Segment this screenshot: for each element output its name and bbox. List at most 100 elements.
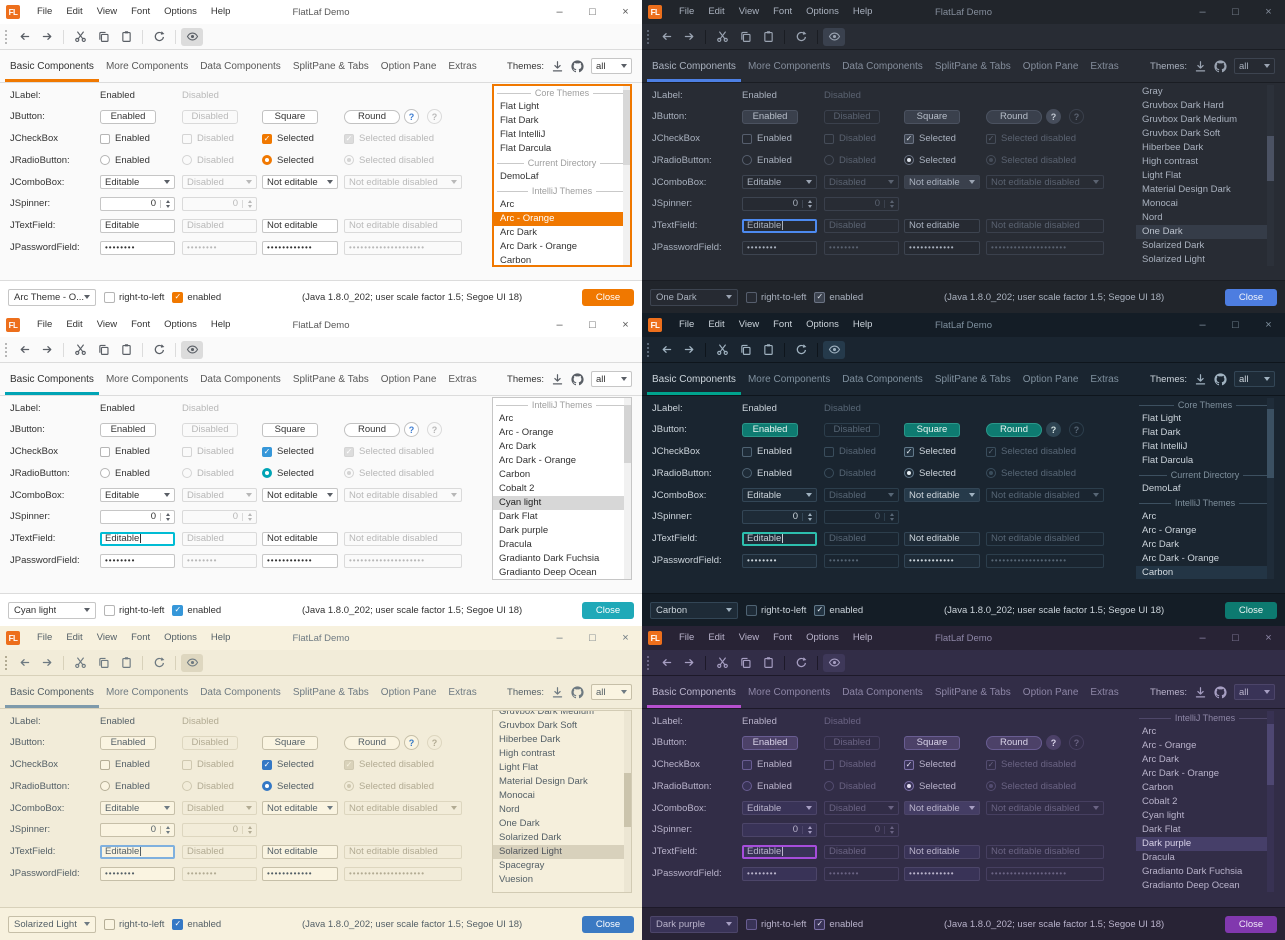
menu-options[interactable]: Options	[164, 6, 197, 17]
password-field[interactable]: ••••••••••••	[904, 866, 980, 881]
checkbox-disabled[interactable]: Disabled	[824, 758, 876, 772]
enabled-checkbox[interactable]: ✓ enabled	[172, 291, 221, 303]
theme-filter-combo[interactable]: all	[1234, 684, 1275, 700]
tab-extras[interactable]: Extras	[448, 686, 477, 698]
menu-help[interactable]: Help	[852, 6, 873, 17]
radio-disabled[interactable]: Disabled	[824, 466, 876, 480]
spinner[interactable]: 0	[182, 196, 257, 211]
password-field[interactable]: ••••••••	[100, 866, 175, 881]
textfield-disabled[interactable]: Not editable disabled	[986, 844, 1104, 859]
menu-help[interactable]: Help	[852, 632, 873, 643]
checkbox-disabled[interactable]: Disabled	[824, 445, 876, 459]
checkbox-enabled[interactable]: Enabled	[100, 758, 150, 772]
password-disabled[interactable]: ••••••••	[182, 553, 257, 568]
radio-selected-disabled[interactable]: Selected disabled	[344, 153, 434, 167]
spinner-arrows[interactable]	[802, 512, 816, 521]
password-disabled[interactable]: ••••••••••••••••••••	[344, 866, 462, 881]
theme-list-item[interactable]: Dark purple	[1136, 837, 1274, 851]
theme-list-item[interactable]: Arc Dark - Orange	[499, 455, 577, 466]
radio-selected[interactable]: Selected	[904, 153, 956, 167]
theme-list-item[interactable]: Dark Flat	[1142, 824, 1181, 835]
theme-list-item[interactable]: Gruvbox Dark Medium	[1142, 114, 1238, 125]
spinner-arrows[interactable]	[242, 825, 256, 834]
refresh-icon[interactable]	[790, 654, 812, 672]
help-button[interactable]: ?	[404, 109, 419, 125]
refresh-icon[interactable]	[148, 654, 170, 672]
close-button[interactable]: Close	[582, 288, 634, 306]
menu-view[interactable]: View	[738, 632, 760, 643]
enabled-button[interactable]: Enabled	[742, 735, 798, 750]
tab-more-components[interactable]: More Components	[747, 373, 831, 385]
paste-icon[interactable]	[757, 28, 779, 46]
menu-options[interactable]: Options	[806, 319, 839, 330]
scrollbar[interactable]	[1267, 398, 1274, 579]
show-icon[interactable]	[823, 340, 845, 359]
password-disabled[interactable]: ••••••••••••••••••••	[986, 553, 1104, 568]
combobox-not-editable-disabled[interactable]: Not editable disabled	[344, 175, 462, 190]
theme-combo[interactable]: Carbon	[650, 601, 738, 619]
spinner[interactable]: 0	[100, 822, 175, 837]
refresh-icon[interactable]	[148, 28, 170, 46]
enabled-checkbox[interactable]: ✓ enabled	[814, 291, 863, 303]
radio-disabled[interactable]: Disabled	[824, 779, 876, 793]
textfield-editable[interactable]: Editable	[742, 218, 817, 233]
theme-list-item[interactable]: Gruvbox Dark Soft	[1142, 128, 1221, 139]
menu-options[interactable]: Options	[164, 319, 197, 330]
round-button[interactable]: Round	[986, 422, 1042, 437]
theme-list-item[interactable]: Flat Darcula	[500, 143, 552, 154]
round-button[interactable]: Round	[986, 109, 1042, 124]
theme-filter-combo[interactable]: all	[1234, 58, 1275, 74]
radio-selected-disabled[interactable]: Selected disabled	[986, 779, 1076, 793]
close-window-button[interactable]: ×	[1265, 319, 1272, 331]
round-button[interactable]: Round	[344, 735, 400, 750]
round-button[interactable]: Round	[986, 735, 1042, 750]
textfield-not-editable[interactable]: Not editable	[904, 218, 980, 233]
theme-list-item[interactable]: Gradianto Deep Ocean	[1142, 880, 1240, 891]
theme-combo[interactable]: Dark purple	[650, 915, 738, 933]
theme-list-item[interactable]: Nord	[499, 804, 520, 815]
textfield-editable[interactable]: Editable	[100, 844, 175, 859]
password-disabled[interactable]: ••••••••	[182, 866, 257, 881]
radio-selected[interactable]: Selected	[262, 153, 314, 167]
spinner-arrows[interactable]	[160, 825, 174, 834]
textfield-disabled[interactable]: Disabled	[824, 218, 899, 233]
theme-list-item[interactable]: Arc	[1142, 511, 1157, 522]
menu-help[interactable]: Help	[210, 632, 231, 643]
combobox-not-editable[interactable]: Not editable	[262, 488, 338, 503]
rtl-checkbox[interactable]: right-to-left	[104, 604, 164, 616]
combobox-not-editable-disabled[interactable]: Not editable disabled	[986, 175, 1104, 190]
theme-list-item[interactable]: High contrast	[1142, 156, 1198, 167]
tab-extras[interactable]: Extras	[1090, 60, 1119, 72]
tab-extras[interactable]: Extras	[448, 373, 477, 385]
theme-list-item[interactable]: Gruvbox Dark Soft	[499, 720, 578, 731]
spinner[interactable]: 0	[742, 822, 817, 837]
enabled-checkbox[interactable]: ✓ enabled	[814, 604, 863, 616]
cut-icon[interactable]	[69, 654, 91, 672]
show-icon[interactable]	[181, 653, 203, 672]
theme-combo[interactable]: One Dark	[650, 288, 738, 306]
square-button[interactable]: Square	[262, 422, 318, 437]
combobox-disabled[interactable]: Disabled	[182, 488, 257, 503]
download-icon[interactable]	[551, 60, 564, 73]
password-disabled[interactable]: ••••••••	[824, 866, 899, 881]
radio-selected-disabled[interactable]: Selected disabled	[986, 153, 1076, 167]
combobox-editable[interactable]: Editable	[100, 175, 175, 190]
checkbox-enabled[interactable]: Enabled	[100, 445, 150, 459]
spinner[interactable]: 0	[824, 822, 899, 837]
minimize-button[interactable]: –	[1199, 319, 1206, 331]
close-button[interactable]: Close	[582, 601, 634, 619]
forward-icon[interactable]	[678, 341, 700, 359]
enabled-button[interactable]: Enabled	[100, 735, 156, 750]
tab-splitpane-tabs[interactable]: SplitPane & Tabs	[292, 686, 369, 698]
theme-list-item[interactable]: Gradianto Deep Ocean	[499, 567, 597, 578]
theme-list-item[interactable]: Gruvbox Dark Medium	[499, 710, 595, 717]
combobox-editable[interactable]: Editable	[742, 801, 817, 816]
theme-combo[interactable]: Cyan light	[8, 601, 96, 619]
scrollbar-thumb[interactable]	[1267, 408, 1274, 478]
github-icon[interactable]	[1214, 60, 1227, 73]
show-icon[interactable]	[181, 27, 203, 46]
theme-list-item[interactable]: High contrast	[499, 748, 555, 759]
theme-list-item[interactable]: Spacegray	[499, 860, 545, 871]
radio-enabled[interactable]: Enabled	[100, 779, 150, 793]
theme-list-item[interactable]: One Dark	[499, 818, 540, 829]
